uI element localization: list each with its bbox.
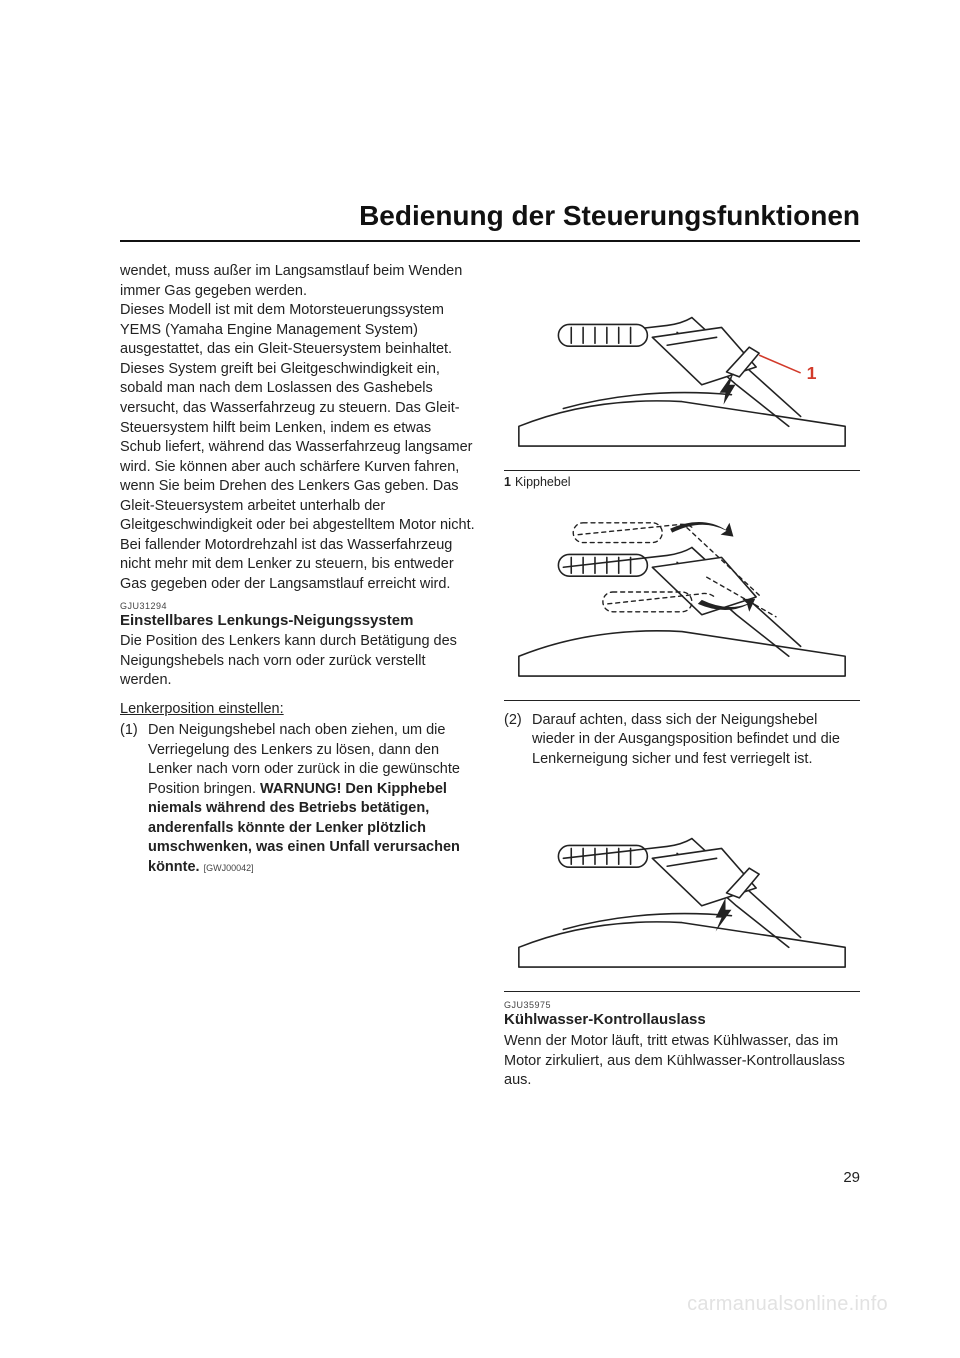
ref-code-2: GJU35975 bbox=[504, 1000, 860, 1010]
figure-1-rule bbox=[504, 470, 860, 471]
figure-1-caption-text: Kipphebel bbox=[515, 475, 571, 489]
figure-2-rule bbox=[504, 700, 860, 701]
left-column: wendet, muss außer im Langsamstlauf beim… bbox=[120, 262, 476, 1091]
tilt-lever-down-illustration bbox=[504, 799, 860, 987]
intro-paragraph: wendet, muss außer im Langsamstlauf beim… bbox=[120, 262, 476, 595]
tilt-range-illustration bbox=[504, 503, 860, 696]
figure-tilt-lever-down bbox=[504, 799, 860, 992]
page: Bedienung der Steuerungsfunktionen wende… bbox=[0, 0, 960, 1358]
callout-1-number: 1 bbox=[807, 363, 817, 383]
step-1: (1) Den Neigungshebel nach oben ziehen, … bbox=[120, 721, 476, 878]
figure-tilt-range bbox=[504, 503, 860, 701]
subheading-tilt-system: Einstellbares Lenkungs-Neigungssystem bbox=[120, 612, 476, 631]
figure-tilt-lever-up: 1 1 Kipphebel bbox=[504, 278, 860, 489]
columns: wendet, muss außer im Langsamstlauf beim… bbox=[120, 262, 860, 1091]
step-1-warning-code: [GWJ00042] bbox=[204, 863, 254, 873]
header-rule bbox=[120, 240, 860, 242]
step-2: (2) Darauf achten, dass sich der Neigung… bbox=[504, 711, 860, 770]
figure-1-caption-num: 1 bbox=[504, 475, 511, 489]
tilt-lever-up-illustration: 1 bbox=[504, 278, 860, 466]
step-2-number: (2) bbox=[504, 711, 532, 770]
page-number: 29 bbox=[843, 1169, 860, 1186]
subheading-coolant: Kühlwasser-Kontrollauslass bbox=[504, 1011, 860, 1030]
figure-3-rule bbox=[504, 991, 860, 992]
figure-1-caption: 1 Kipphebel bbox=[504, 475, 860, 489]
step-1-content: Den Neigungshebel nach oben ziehen, um d… bbox=[148, 721, 476, 878]
step-1-number: (1) bbox=[120, 721, 148, 878]
coolant-desc: Wenn der Motor läuft, tritt etwas Kühlwa… bbox=[504, 1032, 860, 1091]
right-column: 1 1 Kipphebel bbox=[504, 262, 860, 1091]
ref-code-1: GJU31294 bbox=[120, 601, 476, 611]
page-title: Bedienung der Steuerungsfunktionen bbox=[359, 200, 860, 232]
watermark: carmanualsonline.info bbox=[687, 1293, 888, 1316]
step-2-text: Darauf achten, dass sich der Neigungsheb… bbox=[532, 711, 860, 770]
tilt-system-desc: Die Position des Lenkers kann durch Betä… bbox=[120, 632, 476, 691]
procedure-heading: Lenkerposition einstellen: bbox=[120, 701, 476, 717]
